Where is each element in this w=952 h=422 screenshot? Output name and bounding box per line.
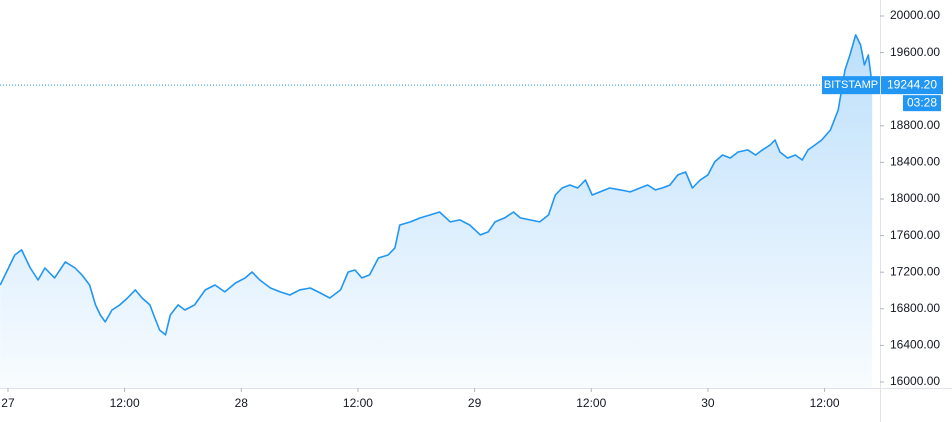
exchange-badge [822,76,880,95]
x-tick-label: 29 [468,396,482,410]
x-tick-label: 28 [235,396,249,410]
y-tick-label: 16400.00 [890,338,940,352]
price-badge [881,76,943,95]
x-tick-label: 30 [701,396,715,410]
x-tick-label: 12:00 [343,396,373,410]
x-tick-label: 12:00 [110,396,140,410]
y-tick-label: 20000.00 [890,8,940,22]
exchange-label: BITSTAMP [824,79,878,91]
price-line [0,34,873,336]
y-tick-label: 18400.00 [890,155,940,169]
x-tick-label: 12:00 [576,396,606,410]
y-tick-label: 18000.00 [890,191,940,205]
y-tick-label: 18800.00 [890,118,940,132]
x-tick-label: 12:00 [810,396,840,410]
x-tick-label: 27 [1,396,15,410]
countdown-badge [903,95,941,112]
countdown-label: 03:28 [907,95,937,109]
y-tick-label: 16800.00 [890,301,940,315]
y-tick-label: 19600.00 [890,45,940,59]
area-fill [0,34,873,389]
y-tick-label: 17200.00 [890,264,940,278]
price-label: 19244.20 [887,77,937,91]
y-tick-label: 17600.00 [890,228,940,242]
y-tick-label: 16000.00 [890,374,940,388]
